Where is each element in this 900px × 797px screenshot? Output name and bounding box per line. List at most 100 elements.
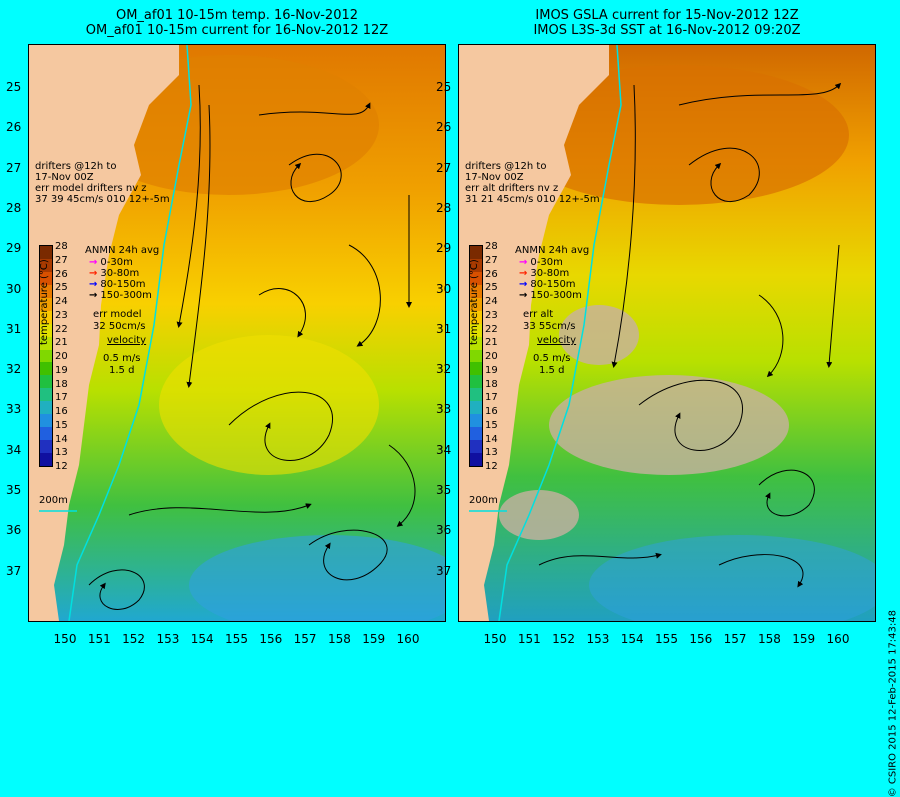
colorbar-cell — [40, 440, 52, 453]
colorbar-tick-label: 27 — [485, 254, 498, 266]
colorbar-tick-label: 19 — [485, 364, 498, 376]
lon-tick-label: 153 — [156, 632, 180, 646]
colorbar-cell — [470, 258, 482, 272]
lat-tick-label: 28 — [6, 200, 22, 215]
left-scale-time: 1.5 d — [109, 365, 135, 376]
lat-tick-label: 30 — [6, 281, 22, 296]
colorbar-tick-label: 26 — [55, 268, 68, 280]
left-title: OM_af01 10-15m temp. 16-Nov-2012 OM_af01… — [28, 8, 446, 38]
depth-legend-item: → 30-80m — [89, 268, 152, 279]
lon-tick-label: 156 — [259, 632, 283, 646]
colorbar-cell — [470, 297, 482, 311]
colorbar-cell — [40, 271, 52, 285]
lat-tick-label: 32 — [6, 362, 22, 377]
left-title-line1: OM_af01 10-15m temp. 16-Nov-2012 — [115, 8, 359, 23]
colorbar-cell — [470, 440, 482, 453]
lat-tick-label: 30 — [436, 281, 452, 296]
lat-tick-label: 26 — [436, 120, 452, 135]
lon-tick-label: 158 — [327, 632, 351, 646]
lat-tick-label: 28 — [436, 200, 452, 215]
colorbar-tick-label: 16 — [485, 406, 498, 417]
lat-tick-label: 33 — [6, 402, 22, 417]
right-title-line2: IMOS L3S-3d SST at 16-Nov-2012 09:20Z — [533, 23, 801, 38]
arrow-icon: → — [89, 279, 98, 290]
colorbar-cell — [40, 362, 52, 376]
colorbar-cell — [40, 310, 52, 324]
lat-tick-label: 34 — [436, 442, 452, 457]
depth-legend-item: → 150-300m — [519, 290, 582, 301]
colorbar-cell — [40, 323, 52, 337]
left-colorbar-ticks: 28 27 26 25 24 23 22 21 20 19 18 17 16 15 14 13 12 — [55, 241, 75, 472]
lat-tick-label: 36 — [436, 523, 452, 538]
depth-legend-label: 150-300m — [100, 290, 152, 301]
colorbar-cell — [470, 362, 482, 376]
colorbar-cell — [40, 375, 52, 389]
lat-tick-label: 29 — [436, 241, 452, 256]
left-map-panel: drifters @12h to 17-Nov 00Z err model dr… — [28, 44, 446, 622]
lat-tick-label: 31 — [436, 321, 452, 336]
lat-tick-label: 25 — [6, 80, 22, 94]
colorbar-tick-label: 13 — [485, 447, 498, 459]
colorbar-tick-label: 24 — [55, 296, 68, 307]
lon-tick-label: 158 — [757, 632, 781, 646]
colorbar-cell — [40, 427, 52, 441]
arrow-icon: → — [89, 257, 98, 268]
depth-legend-item: → 0-30m — [89, 257, 152, 268]
land-left — [29, 45, 179, 621]
left-depth-legend: → 0-30m → 30-80m → 80-150m → 150-300m — [89, 257, 152, 301]
colorbar-stack — [40, 246, 52, 466]
colorbar-tick-label: 22 — [55, 323, 68, 335]
left-isobath-label: 200m — [39, 495, 68, 506]
arrow-icon: → — [519, 290, 528, 301]
arrow-icon: → — [519, 257, 528, 268]
right-map-panel: drifters @12h to 17-Nov 00Z err alt drif… — [458, 44, 876, 622]
colorbar-cell — [40, 414, 52, 428]
land-right — [459, 45, 609, 621]
arrow-icon: → — [89, 290, 98, 301]
colorbar-tick-label: 21 — [485, 337, 498, 349]
colorbar-cell — [40, 284, 52, 298]
colorbar-tick-label: 22 — [485, 323, 498, 335]
colorbar-tick-label: 12 — [55, 461, 68, 472]
depth-legend-item: → 80-150m — [89, 279, 152, 290]
colorbar-tick-label: 13 — [55, 447, 68, 459]
depth-legend-label: 80-150m — [100, 279, 146, 290]
colorbar-tick-label: 20 — [485, 351, 498, 362]
colorbar-tick-label: 17 — [55, 392, 68, 404]
colorbar-cell — [470, 284, 482, 298]
colorbar-tick-label: 14 — [55, 433, 68, 445]
isobath-line — [498, 45, 622, 621]
colorbar-cell — [40, 297, 52, 311]
arrow-icon: → — [519, 268, 528, 279]
colorbar-cell — [470, 336, 482, 350]
depth-legend-item: → 80-150m — [519, 279, 582, 290]
colorbar-cell — [40, 401, 52, 415]
warm-core — [509, 65, 849, 205]
colorbar-tick-label: 26 — [485, 268, 498, 280]
left-legend-title: ANMN 24h avg — [85, 245, 160, 256]
colorbar-tick-label: 25 — [485, 282, 498, 294]
lon-tick-label: 153 — [586, 632, 610, 646]
lon-tick-label: 160 — [826, 632, 850, 646]
lon-tick-label: 151 — [87, 632, 111, 646]
left-scale-speed: 0.5 m/s — [103, 353, 141, 364]
colorbar-tick-label: 23 — [485, 309, 498, 321]
depth-legend-item: → 150-300m — [89, 290, 152, 301]
depth-legend-label: 30-80m — [530, 268, 570, 279]
lon-tick-label: 160 — [396, 632, 420, 646]
colorbar-cell — [40, 258, 52, 272]
streamlines — [538, 82, 842, 588]
lon-tick-label: 151 — [517, 632, 541, 646]
right-scale-speed: 0.5 m/s — [533, 353, 571, 364]
colorbar-cell — [40, 453, 52, 466]
cool-south — [189, 535, 445, 621]
eddy-yellow — [159, 335, 379, 475]
colorbar-tick-label: 14 — [485, 433, 498, 445]
right-isobath-label: 200m — [469, 495, 498, 506]
right-err-value: 33 55cm/s — [523, 321, 576, 332]
colorbar-cell — [40, 349, 52, 363]
colorbar-cell — [470, 310, 482, 324]
lon-tick-label: 154 — [620, 632, 644, 646]
lon-tick-label: 155 — [655, 632, 678, 646]
colorbar-stack — [470, 246, 482, 466]
